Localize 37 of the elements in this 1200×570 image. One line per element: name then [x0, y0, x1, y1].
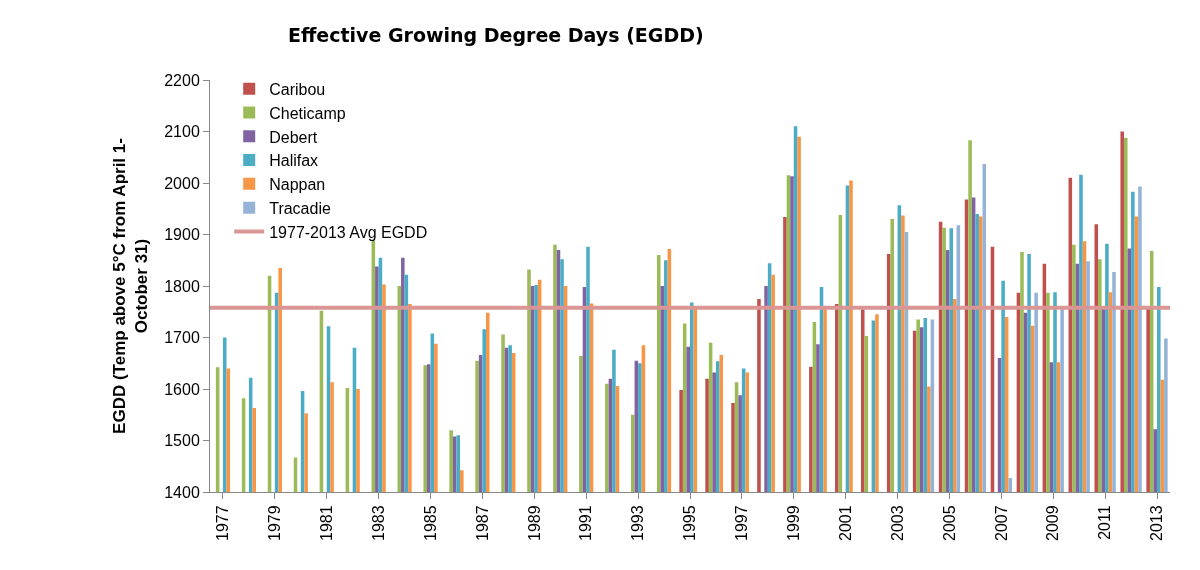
y-tick-label: 1400: [164, 483, 200, 501]
x-tick-label: 1987: [473, 505, 491, 541]
legend-label: 1977-2013 Avg EGDD: [269, 223, 428, 241]
y-tick-label: 2000: [164, 174, 200, 192]
x-tick-label: 2009: [1044, 505, 1062, 541]
x-tick-label: 2007: [992, 505, 1010, 541]
y-tick-label: 1900: [164, 226, 200, 244]
y-axis-title: EGDD (Temp above 5°C from April 1-October 31): [109, 138, 151, 434]
legend-label: Nappan: [269, 176, 326, 194]
x-tick-label: 1983: [369, 505, 387, 541]
x-tick-label: 1995: [681, 505, 699, 541]
x-tick-label: 1991: [577, 505, 595, 541]
legend-label: Cheticamp: [269, 104, 346, 122]
x-tick-label: 2003: [888, 505, 906, 541]
y-tick-label: 2200: [164, 71, 200, 89]
x-tick-label: 1989: [525, 505, 543, 541]
y-tick-label: 2100: [164, 123, 200, 141]
x-tick-label: 1993: [629, 505, 647, 541]
x-tick-label: 2001: [836, 505, 854, 541]
chart-title: Effective Growing Degree Days (EGDD): [288, 23, 704, 46]
y-tick-label: 1800: [164, 277, 200, 295]
x-tick-label: 1997: [733, 505, 751, 541]
x-tick-label: 1985: [421, 505, 439, 541]
y-tick-label: 1700: [164, 329, 200, 347]
x-tick-label: 1981: [317, 505, 335, 541]
x-tick-label: 1979: [266, 505, 284, 541]
legend-label: Halifax: [269, 152, 319, 170]
x-tick-label: 2005: [940, 505, 958, 541]
legend-label: Caribou: [269, 80, 326, 98]
y-tick-label: 1600: [164, 380, 200, 398]
y-tick-label: 1500: [164, 432, 200, 450]
x-tick-label: 2011: [1096, 505, 1114, 540]
x-tick-label: 1999: [784, 505, 802, 541]
legend-label: Debert: [269, 128, 318, 146]
legend-label: Tracadie: [269, 199, 331, 217]
x-tick-label: 1977: [214, 505, 232, 541]
x-tick-label: 2013: [1148, 505, 1166, 541]
